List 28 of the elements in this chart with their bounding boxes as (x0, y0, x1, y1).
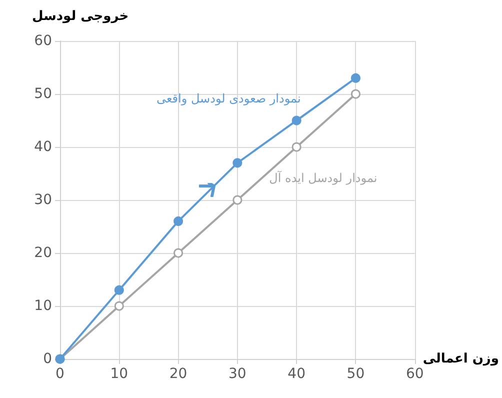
series-label: نمودار صعودی لودسل واقعی (156, 92, 301, 106)
point (292, 116, 302, 126)
x-tick-label: 10 (110, 366, 128, 382)
y-tick-label: 50 (34, 86, 52, 102)
point (174, 216, 184, 226)
y-tick-label: 20 (34, 245, 52, 261)
x-tick-label: 60 (406, 366, 424, 382)
y-tick-label: 30 (34, 192, 52, 208)
x-axis-title: وزن اعمالی (422, 352, 500, 366)
y-tick-label: 10 (34, 298, 52, 314)
point (292, 142, 302, 152)
x-tick-label: 40 (288, 366, 306, 382)
point (174, 248, 184, 258)
y-tick-label: 40 (34, 139, 52, 155)
x-tick-label: 30 (228, 366, 246, 382)
x-tick-label: 0 (56, 366, 64, 382)
point (114, 301, 124, 311)
point (350, 73, 360, 83)
x-tick-label: 50 (346, 366, 365, 382)
series-label: نمودار لودسل ایده آل (269, 170, 378, 185)
point (350, 89, 360, 99)
point (232, 158, 242, 168)
point (232, 195, 242, 205)
point (114, 285, 124, 295)
y-tick-label: 0 (43, 351, 52, 367)
y-tick-label: 60 (34, 33, 52, 49)
x-tick-label: 20 (169, 366, 188, 382)
y-axis-title: خروجی لودسل (32, 9, 129, 24)
